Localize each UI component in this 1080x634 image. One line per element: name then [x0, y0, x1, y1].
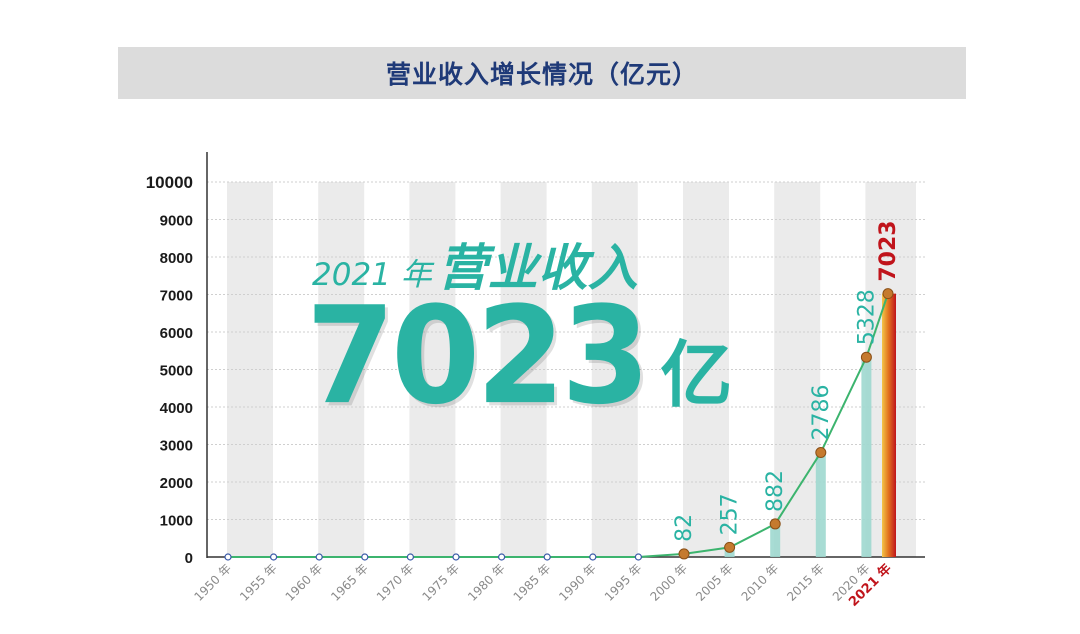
data-point [361, 553, 369, 561]
y-tick-label: 9000 [160, 213, 193, 230]
data-label: 882 [763, 470, 788, 512]
data-point [634, 553, 643, 561]
x-tick-label: 1960 年 [283, 561, 326, 604]
data-point [882, 288, 894, 300]
chart-title-bar: 营业收入增长情况（亿元） [118, 47, 966, 99]
grid-band [227, 182, 273, 557]
data-point [270, 553, 278, 561]
y-tick-label: 10000 [146, 173, 193, 192]
data-point [224, 553, 232, 561]
bar [882, 293, 896, 557]
chart-title: 营业收入增长情况（亿元） [385, 60, 698, 89]
x-tick-label: 1975 年 [419, 561, 462, 604]
bar [770, 523, 781, 557]
y-tick-label: 2000 [160, 475, 193, 492]
bar [815, 452, 826, 557]
y-tick-label: 5000 [160, 363, 193, 380]
x-tick-label: 1995 年 [602, 561, 645, 604]
headline-value-row: 7023 亿 [306, 278, 733, 434]
x-tick-label: 1980 年 [465, 561, 508, 604]
data-label: 7023 [876, 220, 901, 281]
y-tick-label: 7000 [160, 288, 193, 305]
x-tick-label: 2010 年 [739, 561, 782, 604]
data-point [815, 447, 827, 459]
data-point [498, 553, 506, 561]
data-point [406, 553, 414, 561]
data-point [543, 553, 551, 561]
x-tick-label: 2015 年 [784, 561, 827, 604]
data-label: 82 [672, 514, 697, 542]
data-point [678, 548, 690, 560]
x-tick-label: 1990 年 [556, 561, 599, 604]
headline-year: 2021 年 [312, 257, 432, 293]
y-tick-label: 8000 [160, 250, 193, 267]
y-tick-label: 4000 [160, 400, 193, 417]
headline-subtitle: 2021 年 营业收入 [312, 228, 638, 300]
data-point [860, 351, 872, 363]
y-tick-label: 0 [185, 550, 193, 567]
y-tick-label: 6000 [160, 325, 193, 342]
x-tick-label: 1985 年 [511, 561, 554, 604]
headline-label: 营业收入 [437, 239, 638, 297]
bar [861, 357, 872, 557]
series-line [228, 293, 889, 558]
data-point [589, 553, 597, 561]
x-tick-label: 1955 年 [237, 561, 280, 604]
data-label: 257 [718, 493, 743, 535]
data-point [769, 518, 781, 530]
data-label: 5328 [854, 289, 879, 345]
data-point [452, 553, 460, 561]
x-tick-label: 2000 年 [647, 561, 690, 604]
headline-value: 7023 [306, 278, 650, 435]
x-tick-label: 1965 年 [328, 561, 371, 604]
data-point [724, 541, 736, 553]
y-tick-label: 3000 [160, 438, 193, 455]
x-tick-label: 2005 年 [693, 561, 736, 604]
y-tick-label: 1000 [160, 513, 193, 530]
x-tick-label: 1950 年 [191, 561, 234, 604]
headline-unit: 亿 [660, 333, 733, 417]
grid-band [683, 182, 729, 557]
data-point [315, 553, 323, 561]
x-tick-label: 1970 年 [374, 561, 417, 604]
data-label: 2786 [809, 385, 834, 441]
